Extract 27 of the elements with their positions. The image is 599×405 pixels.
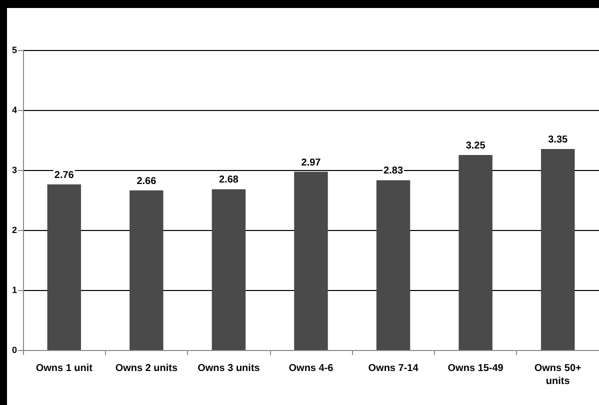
x-tick-label: Owns 4-6 [288, 363, 334, 374]
x-tick-label: Owns 15-49 [448, 363, 504, 374]
bar [540, 149, 575, 350]
x-tick-label: Owns 50+ units [534, 363, 582, 387]
bar [47, 184, 82, 350]
bar [212, 189, 246, 350]
bar [458, 155, 492, 350]
bar [130, 190, 164, 350]
y-tick-label: 1 [12, 285, 17, 295]
y-tick-label: 5 [12, 45, 17, 55]
data-label: 2.76 [54, 170, 74, 181]
data-label: 2.68 [218, 174, 239, 186]
data-label: 2.83 [384, 166, 404, 177]
data-label: 2.66 [136, 176, 157, 187]
data-label: 2.97 [301, 157, 322, 168]
bar [294, 172, 328, 350]
y-tick-label: 4 [12, 105, 17, 115]
x-tick-label: Owns 2 units [115, 363, 178, 374]
data-label: 3.35 [548, 134, 568, 146]
x-tick-label: Owns 1 unit [36, 363, 94, 374]
bar [376, 180, 410, 350]
x-tick-label: Owns 3 units [198, 363, 260, 374]
y-tick-label: 2 [12, 225, 17, 235]
x-tick-label: Owns 7-14 [368, 363, 419, 374]
data-label: 3.25 [466, 140, 486, 152]
y-tick-label: 0 [12, 345, 17, 355]
y-tick-label: 3 [12, 165, 17, 175]
